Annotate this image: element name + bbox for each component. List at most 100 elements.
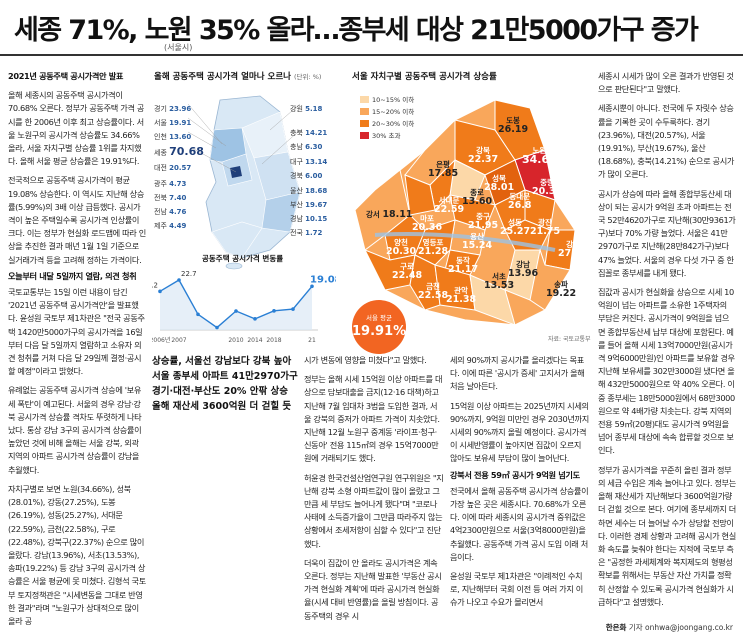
- region-label: 강원 5.18: [290, 105, 323, 113]
- data-point: [196, 312, 200, 317]
- district-label: 마포 20.36: [412, 214, 443, 233]
- data-point: [158, 289, 162, 294]
- district-label: 은평 17.85: [428, 160, 459, 179]
- korea-map: [187, 95, 301, 270]
- district-label: 강북 22.37: [468, 146, 499, 165]
- paragraph: 전국적으로 공동주택 공시가격이 평균 19.08% 상승한다. 이 역시도 지…: [8, 175, 146, 265]
- region-label: 인천 13.60: [154, 133, 192, 141]
- district-label: 종로 13.60: [462, 188, 493, 207]
- headline-banner: 세종 71%, 노원 35% 올라…종부세 대상 21만5000가구 증가 (서…: [0, 0, 743, 56]
- section-heading: 강북서 전용 59㎡ 공시가 9억원 넘기도: [450, 469, 580, 480]
- region-label: 전국 1.72: [290, 229, 323, 237]
- section-heading: 오늘부터 내달 5일까지 열람, 의견 청취: [8, 270, 137, 281]
- district-label: 금천 22.58: [418, 282, 449, 301]
- data-point: [272, 309, 276, 313]
- seoul-legend: 10~15% 이하 15~20% 이하 20~30% 이하 30% 초과: [360, 94, 414, 142]
- region-label: 충남 6.30: [290, 143, 323, 151]
- series-area: [160, 280, 312, 330]
- region-label: 서울 19.91: [154, 119, 192, 127]
- line-chart-title: 공동주택 공시가격 변동률: [202, 254, 284, 263]
- district-label: 성동 25.27: [500, 218, 531, 237]
- seoul-map: [354, 99, 576, 326]
- region-label: 광주 4.73: [154, 180, 187, 188]
- legend-item: 10~15% 이하: [360, 94, 414, 104]
- x-tick-label: 21: [308, 337, 316, 344]
- region-label: 전북 7.40: [154, 194, 187, 202]
- district-label: 광진 21.75: [530, 218, 561, 237]
- legend-item: 15~20% 이하: [360, 106, 414, 116]
- data-label: 16.2: [152, 281, 158, 289]
- district-label: 영등포 21.28: [418, 238, 449, 257]
- paragraph: 집값과 공시가 현실화율 상승으로 시세 10억원이 넘는 아파트를 소유한 1…: [598, 287, 735, 456]
- line-chart: 16.2 22.7 19.08 2006년2007 2010 2014 2018 21: [152, 270, 336, 344]
- region-label: 대구 13.14: [290, 158, 328, 166]
- region-label: 제주 4.49: [154, 222, 187, 230]
- paragraph: 국토교통부는 15일 이런 내용이 담긴 '2021년 공동주택 공시가격안'을…: [8, 287, 145, 377]
- district-label: 서초 13.53: [484, 272, 515, 291]
- paragraph: 정부가 공시가격을 꾸준히 올린 결과 정부의 세금 수입은 계속 늘어나고 있…: [598, 464, 736, 607]
- paragraph: 자치구별로 보면 노원(34.66%), 성북(28.01%), 강동(27.2…: [8, 483, 146, 626]
- data-point: [253, 317, 257, 321]
- article-column-3: 시가 변동에 영향을 미쳤다"고 말했다. 정부는 올해 시세 15억원 이상 …: [304, 354, 444, 636]
- data-label: 22.7: [181, 270, 197, 278]
- data-point: [215, 325, 219, 330]
- region-label: 경남 10.15: [290, 215, 328, 223]
- x-tick-label: 2007: [171, 337, 186, 344]
- region-label: 세종 70.68: [154, 145, 204, 158]
- paragraph: 정부는 올해 시세 15억원 이상 아파트를 대상으로 담보대출을 금지(12·…: [304, 374, 443, 464]
- article-deck: 상승률, 서울선 강남보다 강북 높아 서울 종부세 아파트 41만2970가구…: [152, 356, 298, 412]
- data-label: 19.08: [310, 274, 336, 285]
- district-label: 구로 22.48: [392, 262, 423, 281]
- x-tick-label: 2018: [266, 337, 281, 344]
- x-tick-label: 2010: [228, 337, 243, 344]
- paragraph: 올해 세종시의 공동주택 공시가격이 70.68% 오른다. 정부가 공동주택 …: [8, 90, 145, 167]
- legend-item: 20~30% 이하: [360, 118, 414, 128]
- paragraph: 전국에서 올해 공동주택 공시가격 상승률이 가장 높은 곳은 세종시다. 70…: [450, 485, 589, 562]
- district-label: 동대문 26.8: [508, 192, 532, 211]
- paragraph: 시가 변동에 영향을 미쳤다"고 말했다.: [304, 355, 427, 365]
- section-heading: 2021년 공동주택 공시가격안 발표: [8, 71, 124, 81]
- district-label: 강서 18.11: [366, 209, 413, 220]
- paragraph: 세종시 시세가 많이 오른 결과가 반영된 것으로 판단된다"고 말했다.: [598, 71, 734, 95]
- headline-subtitle: (서울시): [164, 43, 193, 52]
- region-label: 충북 14.21: [290, 129, 328, 137]
- paragraph: 유례없는 공동주택 공시가격 상승에 '보유세 폭탄'이 예고된다. 서울의 경…: [8, 385, 142, 475]
- district-label: 중랑 20.37: [532, 178, 563, 197]
- data-point: [310, 284, 314, 289]
- legend-item: 30% 초과: [360, 130, 414, 140]
- article-column-5: 세종시 시세가 많이 오른 결과가 반영된 것으로 판단된다"고 말했다. 세종…: [598, 70, 736, 618]
- district-label: 송파 19.22: [546, 280, 577, 299]
- region-label: 전남 4.76: [154, 208, 187, 216]
- paragraph: 공시가 상승에 따라 올해 종합부동산세 대상이 되는 공시가 9억원 초과 아…: [598, 188, 736, 278]
- region-label: 경북 6.00: [290, 172, 323, 180]
- paragraph: 세종시뿐이 아니다. 전국에 두 자릿수 상승률을 기록한 곳이 수두룩하다. …: [598, 103, 735, 180]
- x-tick-label: 2014: [247, 337, 262, 344]
- district-label: 도봉 26.19: [498, 116, 529, 135]
- district-label: 용산 15.24: [462, 232, 493, 251]
- district-label: 노원 34.66: [522, 146, 557, 166]
- headline-title: 세종 71%, 노원 35% 올라…종부세 대상 21만5000가구 증가: [14, 15, 699, 46]
- paragraph: 세의 90%까지 공시가를 올리겠다는 목표다. 이에 따른 '공시가 증세' …: [450, 355, 585, 392]
- data-point: [291, 307, 295, 311]
- byline: 한은화 기자 onhwa@joongang.co.kr: [605, 623, 733, 632]
- data-point: [177, 278, 181, 282]
- region-label: 대전 20.57: [154, 164, 192, 172]
- article-column-4: 세의 90%까지 공시가를 올리겠다는 목표다. 이에 따른 '공시가 증세' …: [450, 354, 590, 636]
- region-label: 울산 18.68: [290, 187, 328, 195]
- data-point: [234, 309, 238, 313]
- article-column-1: 2021년 공동주택 공시가격안 발표 올해 세종시의 공동주택 공시가격이 7…: [8, 70, 146, 635]
- district-label: 성북 28.01: [484, 174, 515, 193]
- district-label: 양천 20.30: [386, 238, 417, 257]
- region-label: 부산 19.67: [290, 201, 328, 209]
- paragraph: 15억원 이상 아파트는 2025년까지 시세의 90%까지, 9억원 미만인 …: [450, 400, 589, 464]
- district-label: 관악 21.38: [446, 286, 477, 305]
- source-note: 자료: 국토교통부: [548, 336, 591, 343]
- district-label: 강남 13.96: [508, 260, 539, 279]
- seoul-map-title: 서울 자치구별 공동주택 공시가격 상승률: [352, 72, 497, 82]
- x-tick-label: 2006년: [152, 336, 170, 344]
- paragraph: 윤성원 국토부 제1차관은 "이례적인 수치로, 지난해부터 국회 이전 등 여…: [450, 571, 583, 608]
- paragraph: 더욱이 집값이 안 올라도 공시가격은 계속 오른다. 정부는 지난해 발표한 …: [304, 557, 442, 621]
- korea-map-title: 올해 공동주택 공시가격 얼마나 오르나 (단위: %): [154, 72, 322, 82]
- district-label: 중구 21.95: [468, 212, 499, 231]
- region-label: 경기 23.96: [154, 105, 192, 113]
